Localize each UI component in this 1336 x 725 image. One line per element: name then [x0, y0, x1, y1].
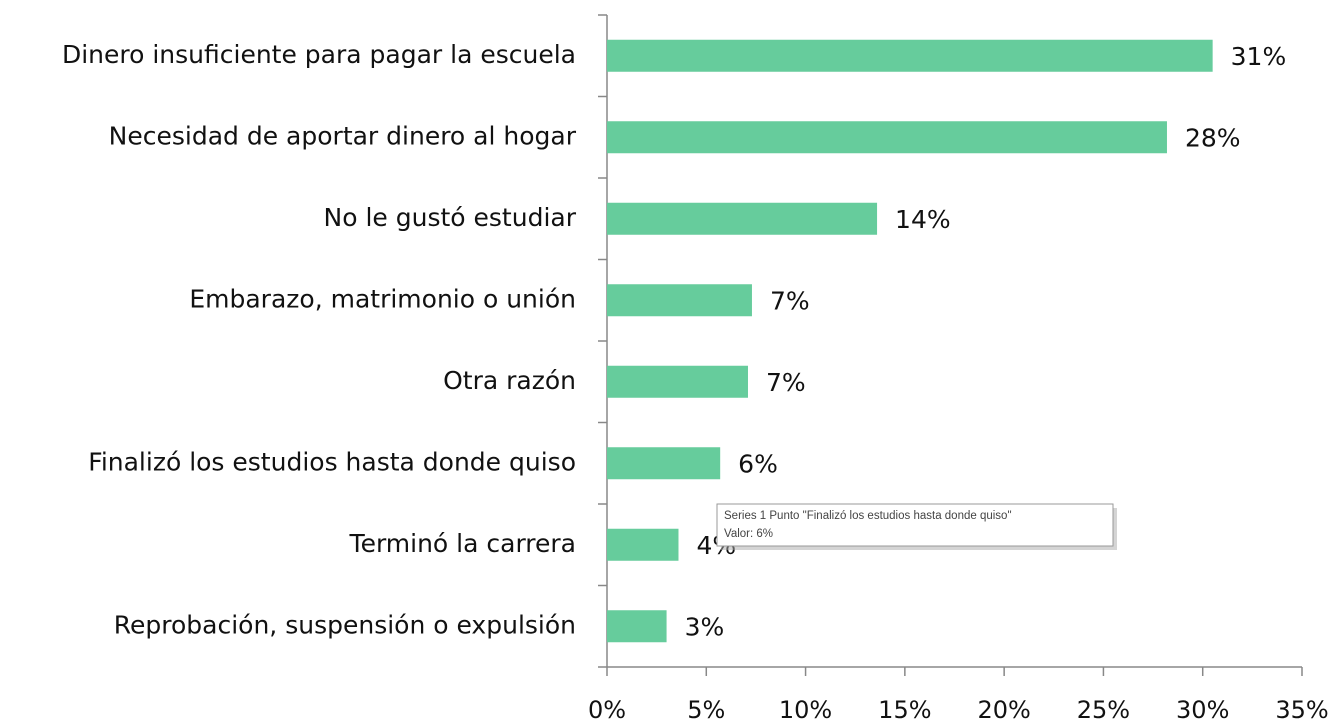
bar	[607, 447, 721, 480]
y-tick-label: Reprobación, suspensión o expulsión	[114, 610, 576, 639]
x-tick-label: 25%	[1077, 696, 1130, 724]
y-tick-label: Terminó la carrera	[349, 529, 576, 558]
bar	[607, 121, 1167, 154]
data-label: 6%	[738, 449, 778, 478]
data-label: 7%	[770, 286, 810, 315]
x-tick-label: 35%	[1275, 696, 1328, 724]
y-tick-label: Embarazo, matrimonio o unión	[189, 284, 576, 313]
data-label: 3%	[685, 612, 725, 641]
y-tick-label: Otra razón	[443, 366, 576, 395]
x-tick-label: 10%	[779, 696, 832, 724]
y-tick-label: Dinero insuficiente para pagar la escuel…	[62, 40, 576, 69]
x-tick-label: 0%	[588, 696, 626, 724]
tooltip-line: Valor: 6%	[724, 528, 773, 540]
y-tick-label: Finalizó los estudios hasta donde quiso	[88, 447, 576, 476]
tooltip-line: Series 1 Punto "Finalizó los estudios ha…	[724, 510, 1012, 522]
x-tick-label: 15%	[878, 696, 931, 724]
x-tick-label: 30%	[1176, 696, 1229, 724]
data-label: 31%	[1231, 42, 1287, 71]
y-tick-label: Necesidad de aportar dinero al hogar	[109, 121, 577, 150]
bar	[607, 528, 679, 561]
bar	[607, 284, 752, 317]
bar	[607, 39, 1213, 72]
x-tick-label: 20%	[977, 696, 1030, 724]
tooltip-box	[716, 503, 1114, 547]
tooltip: Series 1 Punto "Finalizó los estudios ha…	[716, 503, 1117, 550]
bar	[607, 365, 748, 398]
y-tick-label: No le gustó estudiar	[324, 203, 577, 232]
data-label: 7%	[766, 368, 806, 397]
bar	[607, 610, 667, 643]
x-tick-label: 5%	[687, 696, 725, 724]
bar	[607, 202, 878, 235]
data-label: 14%	[895, 205, 951, 234]
data-label: 28%	[1185, 123, 1241, 152]
